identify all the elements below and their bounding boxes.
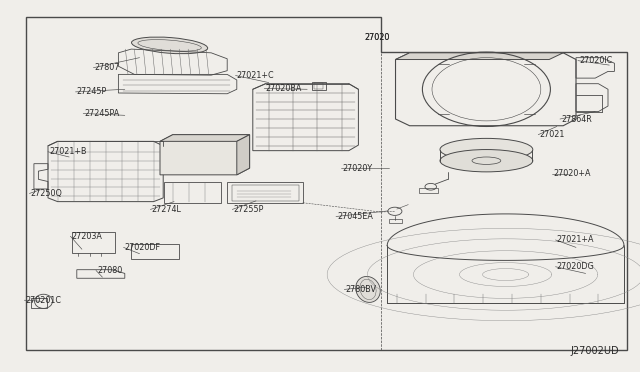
- Text: 27020+A: 27020+A: [554, 169, 591, 178]
- Polygon shape: [160, 135, 250, 175]
- Bar: [232, 185, 299, 201]
- Text: 27021+A: 27021+A: [557, 235, 595, 244]
- Text: 27020DF: 27020DF: [125, 243, 161, 252]
- Text: 270201C: 270201C: [26, 296, 61, 305]
- Polygon shape: [160, 135, 250, 141]
- Text: 27020Y: 27020Y: [342, 164, 372, 173]
- Text: 27020DG: 27020DG: [557, 262, 595, 271]
- Text: 27255P: 27255P: [234, 205, 264, 214]
- Bar: [314, 83, 323, 89]
- Bar: [389, 219, 402, 223]
- Ellipse shape: [440, 150, 532, 172]
- Bar: [164, 182, 221, 203]
- Text: 27245P: 27245P: [77, 87, 107, 96]
- Text: 27807: 27807: [95, 63, 120, 72]
- Bar: [31, 298, 47, 308]
- Text: 27020BA: 27020BA: [266, 84, 302, 93]
- Text: 27045EA: 27045EA: [337, 212, 373, 221]
- Bar: [312, 82, 326, 90]
- Bar: [227, 182, 303, 203]
- Polygon shape: [237, 135, 250, 175]
- Text: 27020: 27020: [365, 33, 390, 42]
- Text: 27203A: 27203A: [72, 232, 102, 241]
- Bar: [72, 232, 115, 253]
- Text: 27021+B: 27021+B: [49, 147, 87, 156]
- Text: 27080: 27080: [97, 266, 122, 275]
- Text: 27021+C: 27021+C: [237, 71, 275, 80]
- Text: 27020IC: 27020IC: [579, 56, 612, 65]
- Ellipse shape: [440, 138, 532, 161]
- Text: 27274L: 27274L: [152, 205, 182, 214]
- Text: 27021: 27021: [540, 130, 565, 139]
- Text: J27002UD: J27002UD: [571, 346, 620, 356]
- Bar: [131, 244, 179, 259]
- Text: 27245PA: 27245PA: [84, 109, 120, 118]
- Text: 27864R: 27864R: [561, 115, 592, 124]
- Polygon shape: [396, 53, 563, 60]
- Bar: [419, 188, 438, 193]
- Ellipse shape: [356, 276, 380, 302]
- Ellipse shape: [132, 37, 207, 54]
- Text: 2780BV: 2780BV: [346, 285, 376, 294]
- Text: 27250Q: 27250Q: [31, 189, 63, 198]
- Text: 27020: 27020: [365, 33, 390, 42]
